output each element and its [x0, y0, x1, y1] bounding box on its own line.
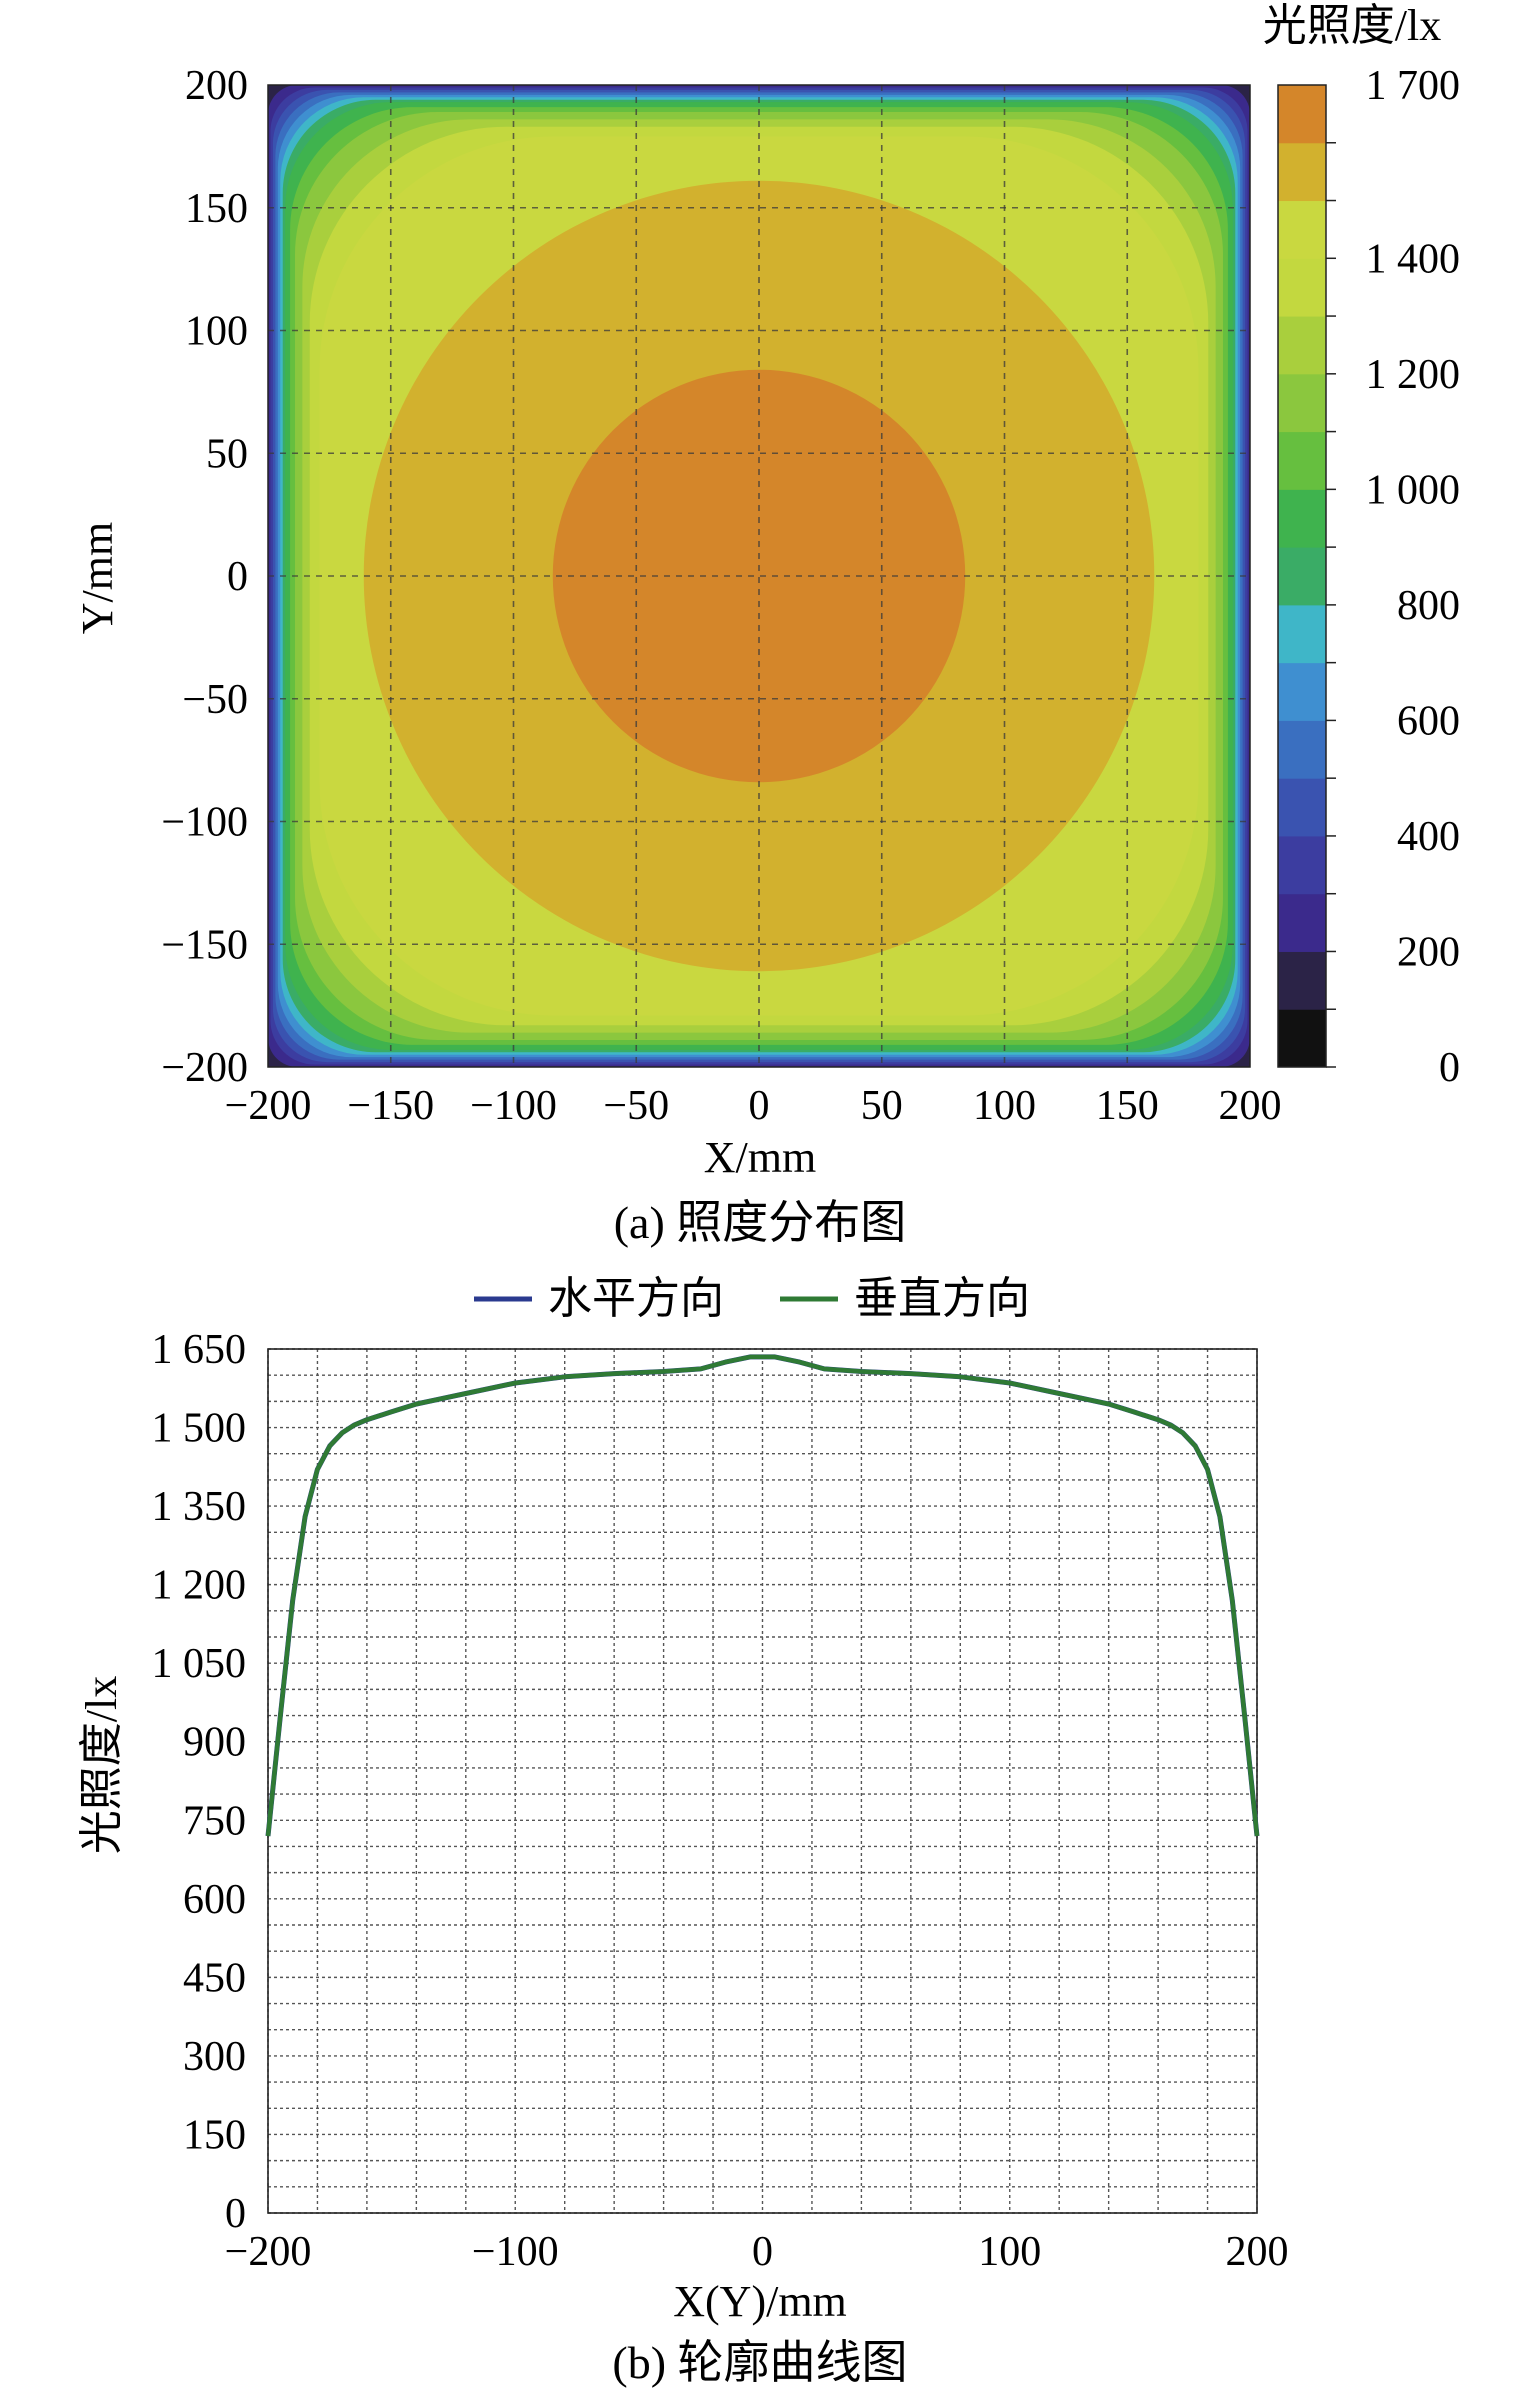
- line-chart-y-tick-label: 1 500: [152, 1406, 247, 1452]
- legend: 水平方向 垂直方向: [474, 1274, 1030, 1323]
- line-chart-x-tick-label: −200: [225, 2229, 312, 2275]
- colorbar-swatch: [1278, 1009, 1326, 1068]
- line-chart-ticks: −200 −100 0 100 200 0 150 300 450 600 750 900 1 050 1…: [152, 1327, 1289, 2275]
- line-chart-y-axis-title: 光照度/lx: [77, 1676, 126, 1854]
- heatmap-x-tick-label: −150: [347, 1083, 434, 1129]
- colorbar-swatch: [1278, 604, 1326, 664]
- heatmap-region-1600: [552, 369, 966, 783]
- heatmap-x-tick-label: 200: [1219, 1083, 1282, 1129]
- line-chart-grid: [267, 1348, 1258, 2214]
- heatmap-x-tick-label: 50: [861, 1083, 903, 1129]
- line-chart-y-tick-label: 1 350: [152, 1484, 247, 1530]
- colorbar-swatch: [1278, 258, 1326, 317]
- colorbar-tick-label: 800: [1397, 583, 1460, 629]
- colorbar-swatch: [1278, 547, 1326, 606]
- line-chart-y-tick-label: 1 200: [152, 1563, 247, 1609]
- colorbar-swatch: [1278, 951, 1326, 1010]
- line-chart-x-tick-label: −100: [472, 2229, 559, 2275]
- line-chart-x-tick-label: 200: [1226, 2229, 1289, 2275]
- caption-a: (a) 照度分布图: [614, 1197, 907, 1248]
- line-chart-y-tick-label: 300: [183, 2034, 246, 2080]
- heatmap-ticks: −200 −150 −100 −50 0 50 100 150 200−200−150−100−…: [161, 63, 1281, 1129]
- caption-b: (b) 轮廓曲线图: [612, 2337, 907, 2388]
- colorbar-tick-label: 200: [1397, 929, 1460, 975]
- heatmap-grid: [267, 84, 1251, 1068]
- colorbar-swatch: [1278, 778, 1326, 837]
- colorbar-tick-label: 1 700: [1366, 63, 1461, 109]
- colorbar-swatch: [1278, 85, 1326, 144]
- colorbar-swatch: [1278, 893, 1326, 952]
- colorbar-tick-label: 600: [1397, 698, 1460, 744]
- heatmap-chart: −200 −150 −100 −50 0 50 100 150 200−200−150−100−…: [73, 1, 1460, 1248]
- heatmap-y-tick-label: 150: [185, 186, 248, 232]
- colorbar-swatch: [1278, 316, 1326, 375]
- legend-label-2: 垂直方向: [854, 1274, 1030, 1323]
- line-chart-y-tick-label: 1 650: [152, 1327, 247, 1373]
- heatmap-y-tick-label: −150: [161, 922, 248, 968]
- colorbar-tick-label: 0: [1439, 1045, 1460, 1091]
- colorbar-tick-label: 1 000: [1366, 467, 1461, 513]
- heatmap-y-tick-label: 50: [206, 431, 248, 477]
- colorbar-tick-label: 1 200: [1366, 352, 1461, 398]
- heatmap-y-tick-label: −100: [161, 800, 248, 846]
- line-chart-y-tick-label: 600: [183, 1877, 246, 1923]
- colorbar-swatch: [1278, 720, 1326, 779]
- line-chart-y-tick-label: 450: [183, 1955, 246, 2001]
- colorbar-swatch: [1278, 142, 1326, 202]
- colorbar-frame: [1277, 84, 1327, 1068]
- heatmap-y-tick-label: 200: [185, 63, 248, 109]
- line-chart-y-tick-label: 900: [183, 1720, 246, 1766]
- colorbar-title: 光照度/lx: [1263, 1, 1441, 50]
- heatmap-y-tick-label: 0: [227, 554, 248, 600]
- heatmap-x-tick-label: −100: [470, 1083, 557, 1129]
- line-chart-y-tick-label: 750: [183, 1798, 246, 1844]
- line-chart-y-tick-label: 1 050: [152, 1641, 247, 1687]
- line-chart: −200 −100 0 100 200 0 150 300 450 600 750 900 1 050 1…: [77, 1274, 1289, 2388]
- colorbar-tick-label: 400: [1397, 814, 1460, 860]
- heatmap-frame: [267, 84, 1251, 1068]
- heatmap-x-tick-label: −50: [603, 1083, 669, 1129]
- line-chart-x-tick-label: 100: [978, 2229, 1041, 2275]
- heatmap-y-axis-title: Y/mm: [73, 522, 122, 634]
- line-chart-series: [265, 1354, 1260, 1837]
- colorbar-tick-label: 1 400: [1366, 236, 1461, 282]
- heatmap-y-tick-label: −200: [161, 1045, 248, 1091]
- line-chart-x-tick-label: 0: [752, 2229, 773, 2275]
- heatmap-y-tick-label: 100: [185, 309, 248, 355]
- line-chart-x-axis-title: X(Y)/mm: [673, 2277, 847, 2326]
- heatmap-x-tick-label: −200: [225, 1083, 312, 1129]
- colorbar-swatch: [1278, 489, 1326, 548]
- line-chart-y-tick-label: 0: [225, 2191, 246, 2237]
- heatmap-x-tick-label: 0: [749, 1083, 770, 1129]
- colorbar-swatch: [1278, 200, 1326, 259]
- heatmap-x-tick-label: 150: [1096, 1083, 1159, 1129]
- colorbar-swatch: [1278, 835, 1326, 895]
- colorbar: 0 200 400 600 800 1 000 1 200 1 400 1 700: [1277, 63, 1461, 1091]
- heatmap-x-axis-title: X/mm: [704, 1133, 816, 1182]
- colorbar-swatch: [1278, 373, 1326, 433]
- heatmap-y-tick-label: −50: [182, 677, 248, 723]
- series-line-2: [265, 1354, 1260, 1837]
- heatmap-contour-regions: [268, 85, 1250, 1067]
- colorbar-swatch: [1278, 662, 1326, 721]
- colorbar-swatch: [1278, 431, 1326, 490]
- line-chart-frame: [267, 1348, 1258, 2214]
- heatmap-x-tick-label: 100: [973, 1083, 1036, 1129]
- legend-label-1: 水平方向: [548, 1274, 724, 1323]
- line-chart-y-tick-label: 150: [183, 2112, 246, 2158]
